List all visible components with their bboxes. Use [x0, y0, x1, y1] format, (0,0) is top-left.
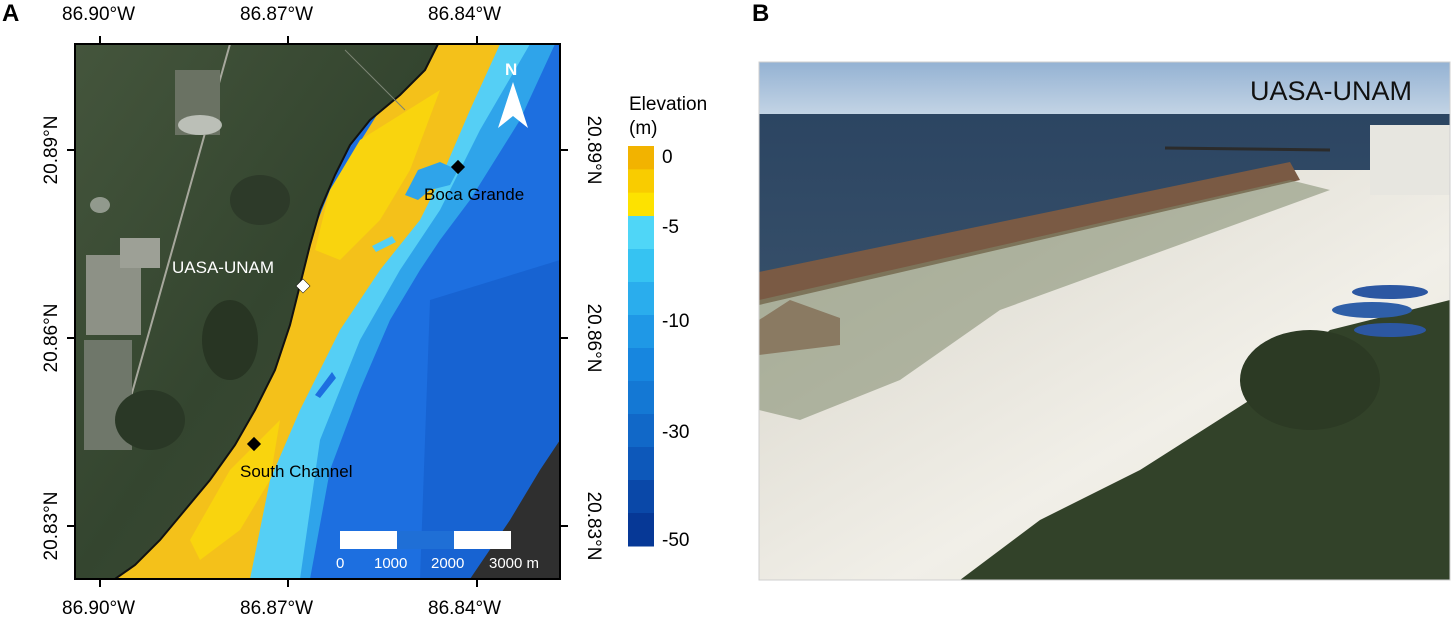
- uasa-unam-marker: [295, 278, 311, 294]
- scale-bar-seg-3: [454, 531, 511, 549]
- blue-patch-1: [315, 372, 336, 398]
- colorbar-title-line1: Elevation: [629, 94, 708, 115]
- panel-a-letter: A: [2, 0, 20, 27]
- scale-bar-seg-2: [397, 531, 454, 549]
- colorbar-title: Elevation (m): [629, 93, 707, 141]
- road-2: [344, 49, 406, 111]
- shallow-light: [315, 90, 440, 260]
- lon-tick-top-3: 86.84°W: [428, 4, 502, 25]
- boca-lagoon: [405, 162, 458, 200]
- blue-patch-2: [372, 236, 396, 252]
- lon-tick-bottom-1: 86.90°W: [62, 598, 136, 619]
- scale-label-1000: 1000: [374, 555, 408, 572]
- south-channel-site-label: South Channel: [240, 462, 353, 481]
- no-data-area: [470, 440, 560, 579]
- scale-bar-seg-1: [340, 531, 397, 549]
- map-frame: [74, 43, 561, 580]
- colorbar-tick-minus10: -10: [662, 311, 690, 332]
- uasa-unam-site-label: UASA-UNAM: [172, 258, 275, 277]
- boca-grande-site-label: Boca Grande: [424, 185, 525, 204]
- wetland-3: [230, 175, 290, 225]
- wetland-1: [202, 300, 258, 380]
- cloud-2: [90, 197, 110, 213]
- north-arrow-icon: [498, 82, 528, 128]
- colorbar-tick-minus5: -5: [662, 217, 679, 238]
- scale-label-2000: 2000: [431, 555, 465, 572]
- colorbar-title-line2: (m): [629, 118, 658, 139]
- panel-b-letter: B: [752, 0, 770, 27]
- colorbar-tick-0: 0: [662, 147, 673, 168]
- urban-2: [120, 238, 160, 268]
- photo-site-label: UASA-UNAM: [1250, 76, 1413, 106]
- south-channel-marker: [246, 436, 262, 452]
- urban-1: [86, 255, 141, 335]
- boca-grande-marker: [450, 159, 466, 175]
- shallow-light-2: [190, 420, 280, 560]
- lon-tick-bottom-3: 86.84°W: [428, 598, 502, 619]
- cloud-1: [178, 115, 222, 135]
- lon-tick-bottom-2: 86.87°W: [240, 598, 314, 619]
- coastline: [114, 44, 439, 579]
- north-arrow-label: N: [505, 60, 518, 79]
- colorbar-tick-minus50: -50: [662, 530, 690, 551]
- colorbar-tick-minus30: -30: [662, 422, 690, 443]
- scale-label-0: 0: [336, 555, 345, 572]
- wetland-2: [115, 390, 185, 450]
- scale-label-3000: 3000 m: [489, 555, 540, 572]
- lon-tick-top-1: 86.90°W: [62, 4, 136, 25]
- lon-tick-top-2: 86.87°W: [240, 4, 314, 25]
